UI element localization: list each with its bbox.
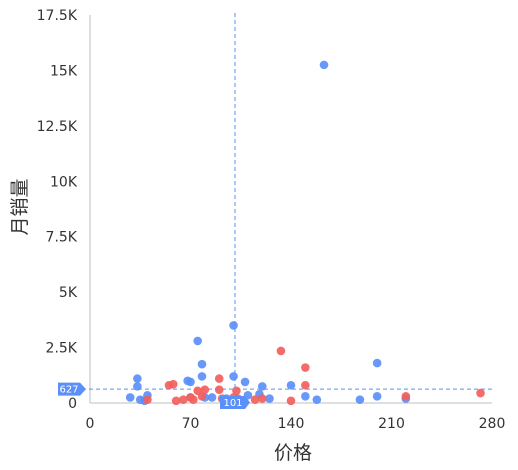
data-point — [372, 358, 382, 368]
y-tick-label: 10K — [50, 174, 78, 190]
data-point — [133, 382, 142, 391]
data-point — [240, 377, 250, 387]
data-point — [171, 396, 181, 406]
data-point — [301, 380, 310, 390]
data-point — [372, 392, 382, 401]
data-point — [229, 372, 238, 381]
y-tick-label: 7.5K — [46, 230, 78, 246]
x-axis-title: 价格 — [274, 442, 312, 464]
data-point — [214, 374, 224, 383]
x-reference-label: 101 — [223, 398, 242, 409]
y-axis-title: 月销量 — [9, 178, 31, 235]
data-point — [257, 382, 267, 391]
y-axis-title-group: 月销量 — [9, 178, 31, 235]
data-point — [257, 394, 267, 403]
data-point — [179, 395, 188, 404]
y-reference-tag — [58, 382, 86, 396]
data-point — [250, 395, 260, 404]
y-tick-label: 5K — [59, 285, 78, 301]
data-point — [229, 321, 238, 330]
data-point — [197, 392, 207, 401]
data-point — [186, 377, 195, 387]
y-tick-label: 0 — [68, 396, 77, 412]
data-point — [168, 379, 178, 389]
data-point — [133, 374, 142, 383]
y-reference-label: 627 — [59, 385, 78, 396]
data-point — [193, 336, 202, 346]
x-tick-label: 140 — [278, 416, 305, 432]
reference-lines-layer — [82, 13, 492, 403]
data-point — [319, 60, 329, 70]
y-tick-label: 12.5K — [37, 119, 78, 135]
data-point — [125, 393, 135, 402]
data-point — [401, 392, 411, 401]
data-point — [143, 395, 152, 404]
y-tick-label: 17.5K — [37, 8, 78, 24]
data-point — [200, 385, 210, 394]
x-reference-tag — [220, 396, 251, 409]
points-layer — [125, 60, 485, 406]
y-tick-label: 2.5K — [46, 341, 78, 357]
data-point — [232, 386, 241, 396]
data-point — [312, 395, 322, 404]
data-point — [355, 395, 365, 404]
data-point — [214, 385, 224, 394]
data-point — [189, 395, 198, 404]
x-tick-label: 280 — [479, 416, 506, 432]
reference-markers-layer: 627 101 — [58, 382, 251, 409]
data-point — [265, 394, 274, 403]
axes-layer: 0 2.5K 5K 7.5K 10K 12.5K 15K 17.5K 0 70 140 210 280 — [37, 8, 506, 432]
data-point — [301, 363, 310, 372]
y-tick-label: 15K — [50, 63, 78, 79]
x-tick-label: 210 — [378, 416, 405, 432]
data-point — [197, 372, 207, 381]
x-tick-label: 0 — [86, 416, 95, 432]
data-point — [476, 388, 485, 398]
data-point — [286, 396, 296, 406]
data-point — [207, 393, 217, 402]
data-point — [197, 359, 207, 369]
x-tick-label: 70 — [182, 416, 200, 432]
data-point — [286, 380, 296, 390]
data-point — [276, 346, 286, 356]
data-point — [301, 392, 310, 401]
